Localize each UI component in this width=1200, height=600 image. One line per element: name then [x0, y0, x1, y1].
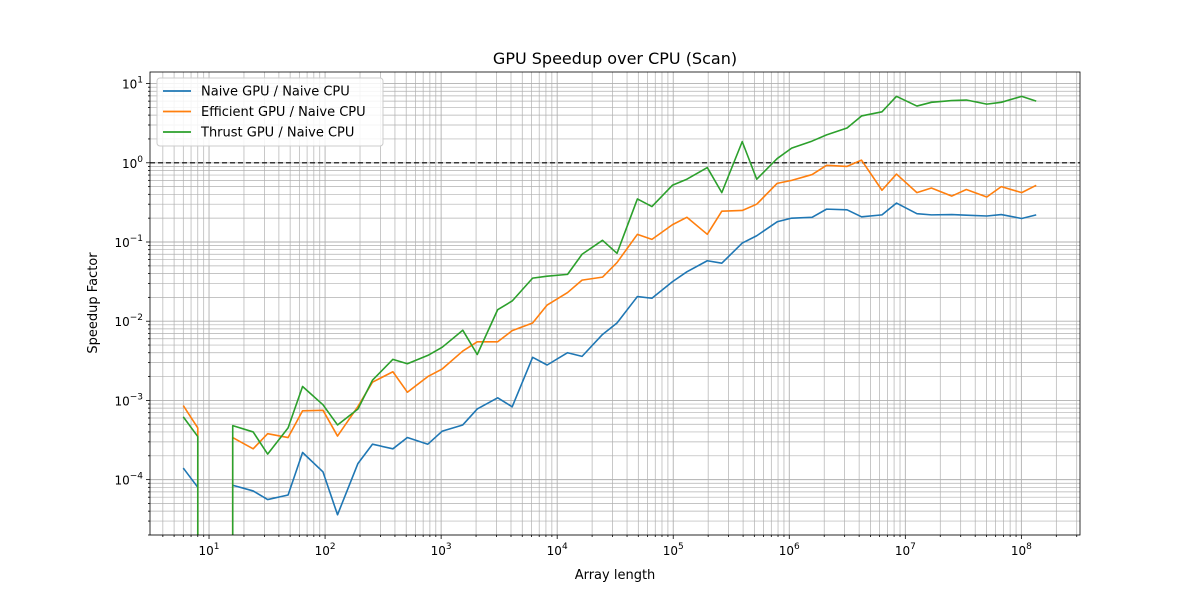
chart-title: GPU Speedup over CPU (Scan): [493, 49, 737, 68]
axis-ticks: [146, 83, 1078, 539]
legend-label: Thrust GPU / Naive CPU: [200, 126, 354, 141]
x-tick-label: 101: [199, 542, 220, 558]
x-axis-label: Array length: [575, 568, 656, 583]
x-tick-label: 104: [547, 542, 568, 558]
legend-label: Naive GPU / Naive CPU: [201, 85, 350, 100]
x-tick-label: 105: [663, 542, 684, 558]
series-layer: [182, 95, 1037, 535]
x-tick-label: 108: [1011, 542, 1032, 558]
y-tick-label: 10−2: [114, 313, 143, 329]
major-gridlines: [150, 72, 1080, 535]
y-axis-label: Speedup Factor: [86, 252, 101, 354]
x-tick-label: 107: [895, 542, 916, 558]
y-tick-label: 100: [122, 155, 143, 171]
y-tick-label: 10−3: [114, 392, 143, 408]
minor-gridlines: [150, 72, 1080, 536]
y-tick-label: 10−1: [114, 234, 143, 250]
x-tick-label: 102: [315, 542, 336, 558]
y-tick-label: 101: [122, 76, 143, 92]
plot-background: [150, 72, 1080, 535]
legend-label: Efficient GPU / Naive CPU: [201, 105, 366, 120]
y-tick-label: 10−4: [114, 472, 143, 488]
legend: Naive GPU / Naive CPU Efficient GPU / Nai…: [156, 77, 384, 147]
x-tick-label: 106: [779, 542, 800, 558]
series-line-1: [182, 202, 1037, 516]
legend-box: [156, 77, 384, 147]
series-line-3: [182, 95, 1037, 535]
x-tick-label: 103: [431, 542, 452, 558]
plot-frame: [149, 71, 1081, 536]
axis-tick-labels: 101 102 103 104 105 106 107 108 101 100 10−1 10−2 10…: [114, 76, 1032, 558]
